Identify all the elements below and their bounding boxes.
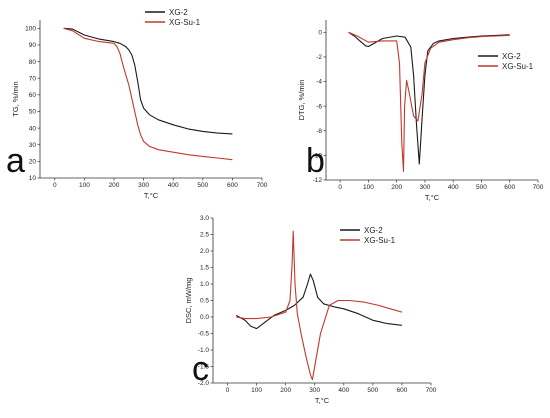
- y-axis-label: DSC, mW/mg: [184, 278, 193, 324]
- x-tick-label: 100: [363, 184, 374, 191]
- chart-panel-c: 0 100 200 300 400 500 600 700 3.0 2.5 2.0 1.5 1.0 0.5…: [184, 215, 437, 405]
- x-tick-label: 600: [227, 182, 238, 189]
- series-line-xg-2: [348, 31, 510, 165]
- y-tick-label: 0.0: [200, 314, 209, 321]
- x-tick-label: 100: [251, 387, 262, 394]
- y-tick-label: -12: [313, 177, 323, 184]
- y-tick-label: 90: [29, 42, 37, 49]
- y-tick-label: 3.0: [200, 215, 209, 222]
- y-tick-label: 10: [29, 175, 37, 182]
- x-tick-label: 400: [448, 184, 459, 191]
- y-tick-label: 0.5: [200, 298, 209, 305]
- x-tick-label: 400: [338, 387, 349, 394]
- x-tick-label: 300: [138, 182, 149, 189]
- legend: XG-2XG-Su-1: [478, 52, 534, 71]
- series-line-xg-su-1: [236, 230, 403, 381]
- y-tick-label: -10: [313, 153, 323, 160]
- y-tick-label: -4: [316, 79, 322, 86]
- y-tick-label: -2: [316, 54, 322, 61]
- x-tick-label: 0: [53, 182, 57, 189]
- y-tick-label: -2.0: [198, 380, 210, 387]
- chart-panel-b: 0 100 200 300 400 500 600 700 0 -2 -4 -6 -8 -10 -12 T,°…: [297, 20, 544, 202]
- y-tick-label: 30: [29, 142, 37, 149]
- legend-label: XG-2: [364, 226, 383, 235]
- panel-letter: c: [192, 350, 209, 388]
- y-tick-label: 80: [29, 59, 37, 66]
- y-tick-label: 40: [29, 125, 37, 132]
- x-tick-label: 700: [257, 182, 268, 189]
- legend: XG-2XG-Su-1: [340, 226, 396, 245]
- y-tick-label: 100: [25, 26, 36, 33]
- series-line-xg-2: [63, 27, 233, 135]
- y-tick-label: 2.0: [200, 248, 209, 255]
- x-tick-label: 500: [367, 387, 378, 394]
- y-axis-label: TG, %/min: [11, 81, 20, 116]
- x-tick-label: 200: [391, 184, 402, 191]
- chart-panel-a: 0 100 200 300 400 500 600 700 10 20 30 40 50 60 70 80 90…: [6, 8, 268, 200]
- x-tick-label: 700: [426, 387, 437, 394]
- series-line-xg-su-1: [63, 27, 233, 161]
- y-axis-label: DTG, %/min: [297, 80, 306, 121]
- legend-label: XG-Su-1: [364, 236, 396, 245]
- y-tick-label: -8: [316, 128, 322, 135]
- x-axis-label: T,°C: [315, 396, 330, 405]
- y-tick-label: -1.0: [198, 347, 210, 354]
- y-tick-label: 0: [318, 30, 322, 37]
- x-tick-label: 500: [197, 182, 208, 189]
- y-tick-label: 1.0: [200, 281, 209, 288]
- legend: XG-2XG-Su-1: [145, 8, 201, 27]
- y-tick-label: -6: [316, 103, 322, 110]
- y-tick-label: 20: [29, 159, 37, 166]
- y-tick-label: 1.5: [200, 265, 209, 272]
- y-tick-label: 2.5: [200, 232, 209, 239]
- x-tick-label: 0: [338, 184, 342, 191]
- series-line-xg-su-1: [348, 31, 510, 172]
- legend-label: XG-2: [169, 8, 188, 17]
- x-tick-label: 0: [226, 387, 230, 394]
- x-tick-label: 400: [168, 182, 179, 189]
- x-tick-label: 200: [280, 387, 291, 394]
- legend-label: XG-Su-1: [502, 62, 534, 71]
- y-tick-label: 60: [29, 92, 37, 99]
- x-tick-label: 600: [504, 184, 515, 191]
- legend-label: XG-2: [502, 52, 521, 61]
- panel-letter: a: [6, 142, 25, 180]
- x-axis-label: T,°C: [425, 193, 440, 202]
- y-tick-label: 70: [29, 75, 37, 82]
- panel-letter: b: [306, 142, 325, 180]
- y-tick-label: -0.5: [198, 331, 210, 338]
- y-tick-label: 50: [29, 109, 37, 116]
- x-tick-label: 200: [109, 182, 120, 189]
- x-tick-label: 500: [476, 184, 487, 191]
- series-line-xg-2: [236, 273, 402, 330]
- x-tick-label: 300: [309, 387, 320, 394]
- x-tick-label: 300: [420, 184, 431, 191]
- x-tick-label: 600: [397, 387, 408, 394]
- x-tick-label: 700: [533, 184, 544, 191]
- y-tick-label: -1.5: [198, 364, 210, 371]
- legend-label: XG-Su-1: [169, 18, 201, 27]
- x-axis-label: T,°C: [144, 191, 159, 200]
- x-tick-label: 100: [79, 182, 90, 189]
